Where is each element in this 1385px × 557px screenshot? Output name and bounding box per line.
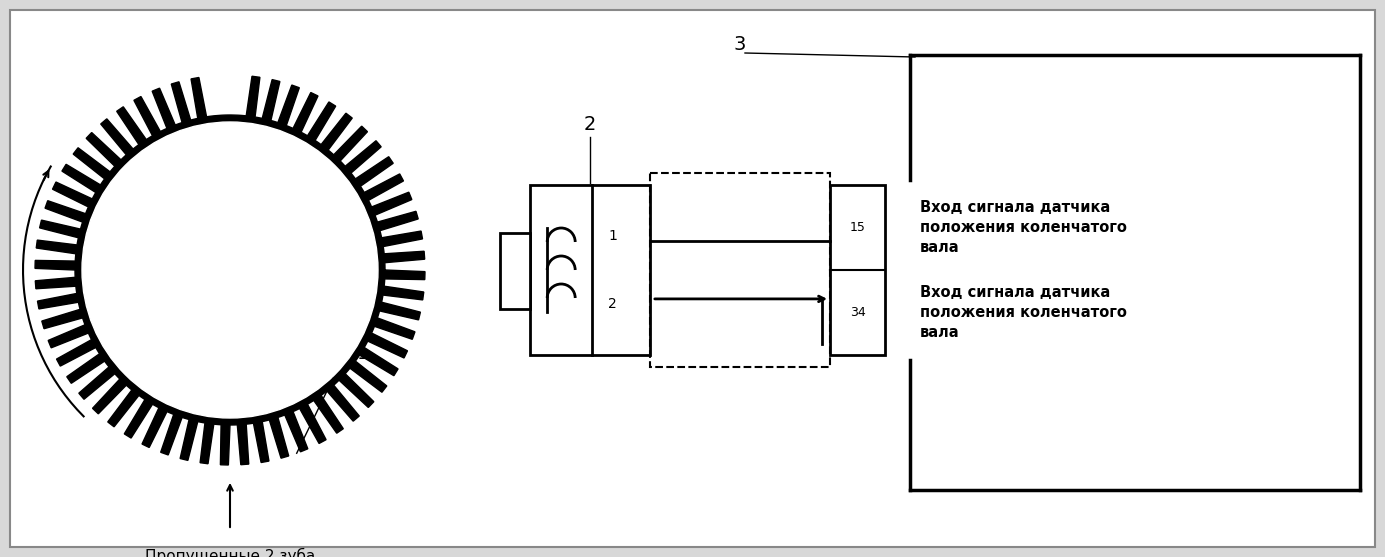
Text: Пропущенные 2 зуба: Пропущенные 2 зуба — [145, 548, 316, 557]
Text: 2: 2 — [608, 297, 616, 311]
Text: 1: 1 — [357, 344, 370, 363]
Bar — [830, 185, 885, 355]
Bar — [530, 185, 650, 355]
Polygon shape — [35, 76, 425, 465]
Bar — [500, 233, 530, 309]
Text: 15: 15 — [849, 221, 866, 234]
Text: 1: 1 — [608, 229, 616, 243]
Text: 34: 34 — [849, 306, 866, 319]
Bar — [650, 173, 830, 367]
Text: 2: 2 — [584, 115, 596, 134]
Text: 3: 3 — [734, 36, 747, 55]
Circle shape — [82, 122, 378, 418]
Text: Вход сигнала датчика
положения коленчатого
вала: Вход сигнала датчика положения коленчато… — [920, 285, 1127, 340]
Text: Вход сигнала датчика
положения коленчатого
вала: Вход сигнала датчика положения коленчато… — [920, 200, 1127, 255]
